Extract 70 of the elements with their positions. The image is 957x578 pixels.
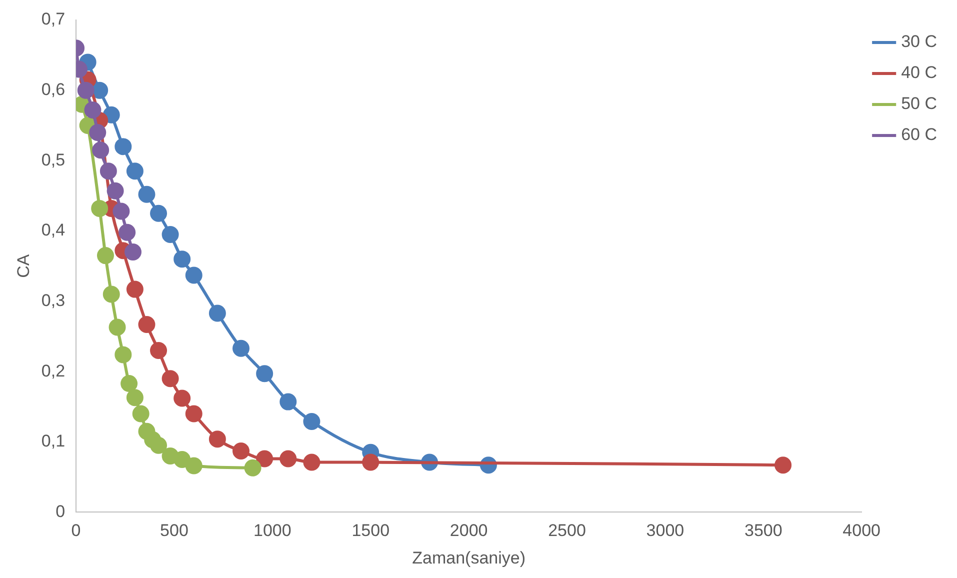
point (303, 454, 320, 471)
x-tick-label: 1500 (352, 521, 390, 540)
x-tick-label: 2500 (548, 521, 586, 540)
y-axis-title: CA (14, 254, 33, 278)
x-tick-label: 500 (160, 521, 188, 540)
x-tick-label: 4000 (842, 521, 881, 540)
point (774, 456, 792, 474)
point (280, 393, 297, 410)
y-tick-label: 0,1 (41, 432, 66, 451)
y-tick-label: 0,3 (41, 290, 66, 310)
point (174, 390, 191, 407)
legend-label: 50 C (901, 94, 938, 114)
point (91, 200, 108, 217)
point (96, 247, 114, 264)
y-tick-label: 0,2 (41, 361, 66, 380)
point (174, 450, 191, 468)
x-tick-label: 0 (71, 521, 81, 540)
x-axis-title: Zaman(saniye) (412, 548, 526, 568)
x-tick-label: 3500 (744, 521, 782, 540)
point (102, 106, 120, 124)
point (232, 442, 250, 460)
point (232, 340, 250, 357)
point (112, 202, 130, 220)
point (84, 102, 102, 119)
legend-label: 30 C (901, 32, 938, 52)
point (174, 250, 191, 268)
point (92, 142, 110, 159)
point (208, 304, 226, 322)
point (303, 412, 320, 430)
legend-label: 60 C (901, 125, 938, 144)
x-tick-label: 3000 (646, 521, 684, 540)
point (185, 457, 202, 474)
point (102, 286, 120, 303)
point (280, 450, 297, 468)
point (126, 389, 144, 406)
point (256, 365, 274, 382)
point (362, 454, 380, 471)
point (244, 459, 262, 476)
point (150, 204, 168, 222)
point (106, 182, 124, 200)
point (118, 224, 136, 241)
point (162, 370, 179, 388)
x-tick-label: 2000 (450, 521, 488, 540)
point (162, 226, 179, 243)
point (185, 405, 202, 422)
point (126, 280, 144, 298)
point (208, 430, 226, 448)
x-tick-label: 1000 (254, 521, 292, 540)
legend-label: 40 C (901, 63, 938, 82)
point (132, 405, 150, 422)
point (100, 162, 117, 180)
point (126, 162, 144, 180)
point (150, 436, 168, 454)
point (185, 266, 202, 284)
point (77, 82, 94, 99)
point (108, 318, 126, 336)
point (150, 342, 168, 359)
y-tick-label: 0 (56, 502, 66, 521)
point (120, 375, 138, 392)
y-tick-label: 0,7 (41, 10, 66, 29)
y-tick-label: 0,6 (41, 80, 66, 99)
point (114, 138, 132, 156)
point (89, 124, 106, 142)
point (114, 346, 132, 364)
y-tick-label: 0,4 (41, 220, 66, 240)
point (124, 244, 142, 261)
point (138, 316, 156, 333)
point (256, 450, 274, 468)
y-tick-label: 0,5 (41, 150, 66, 170)
point (138, 186, 156, 203)
